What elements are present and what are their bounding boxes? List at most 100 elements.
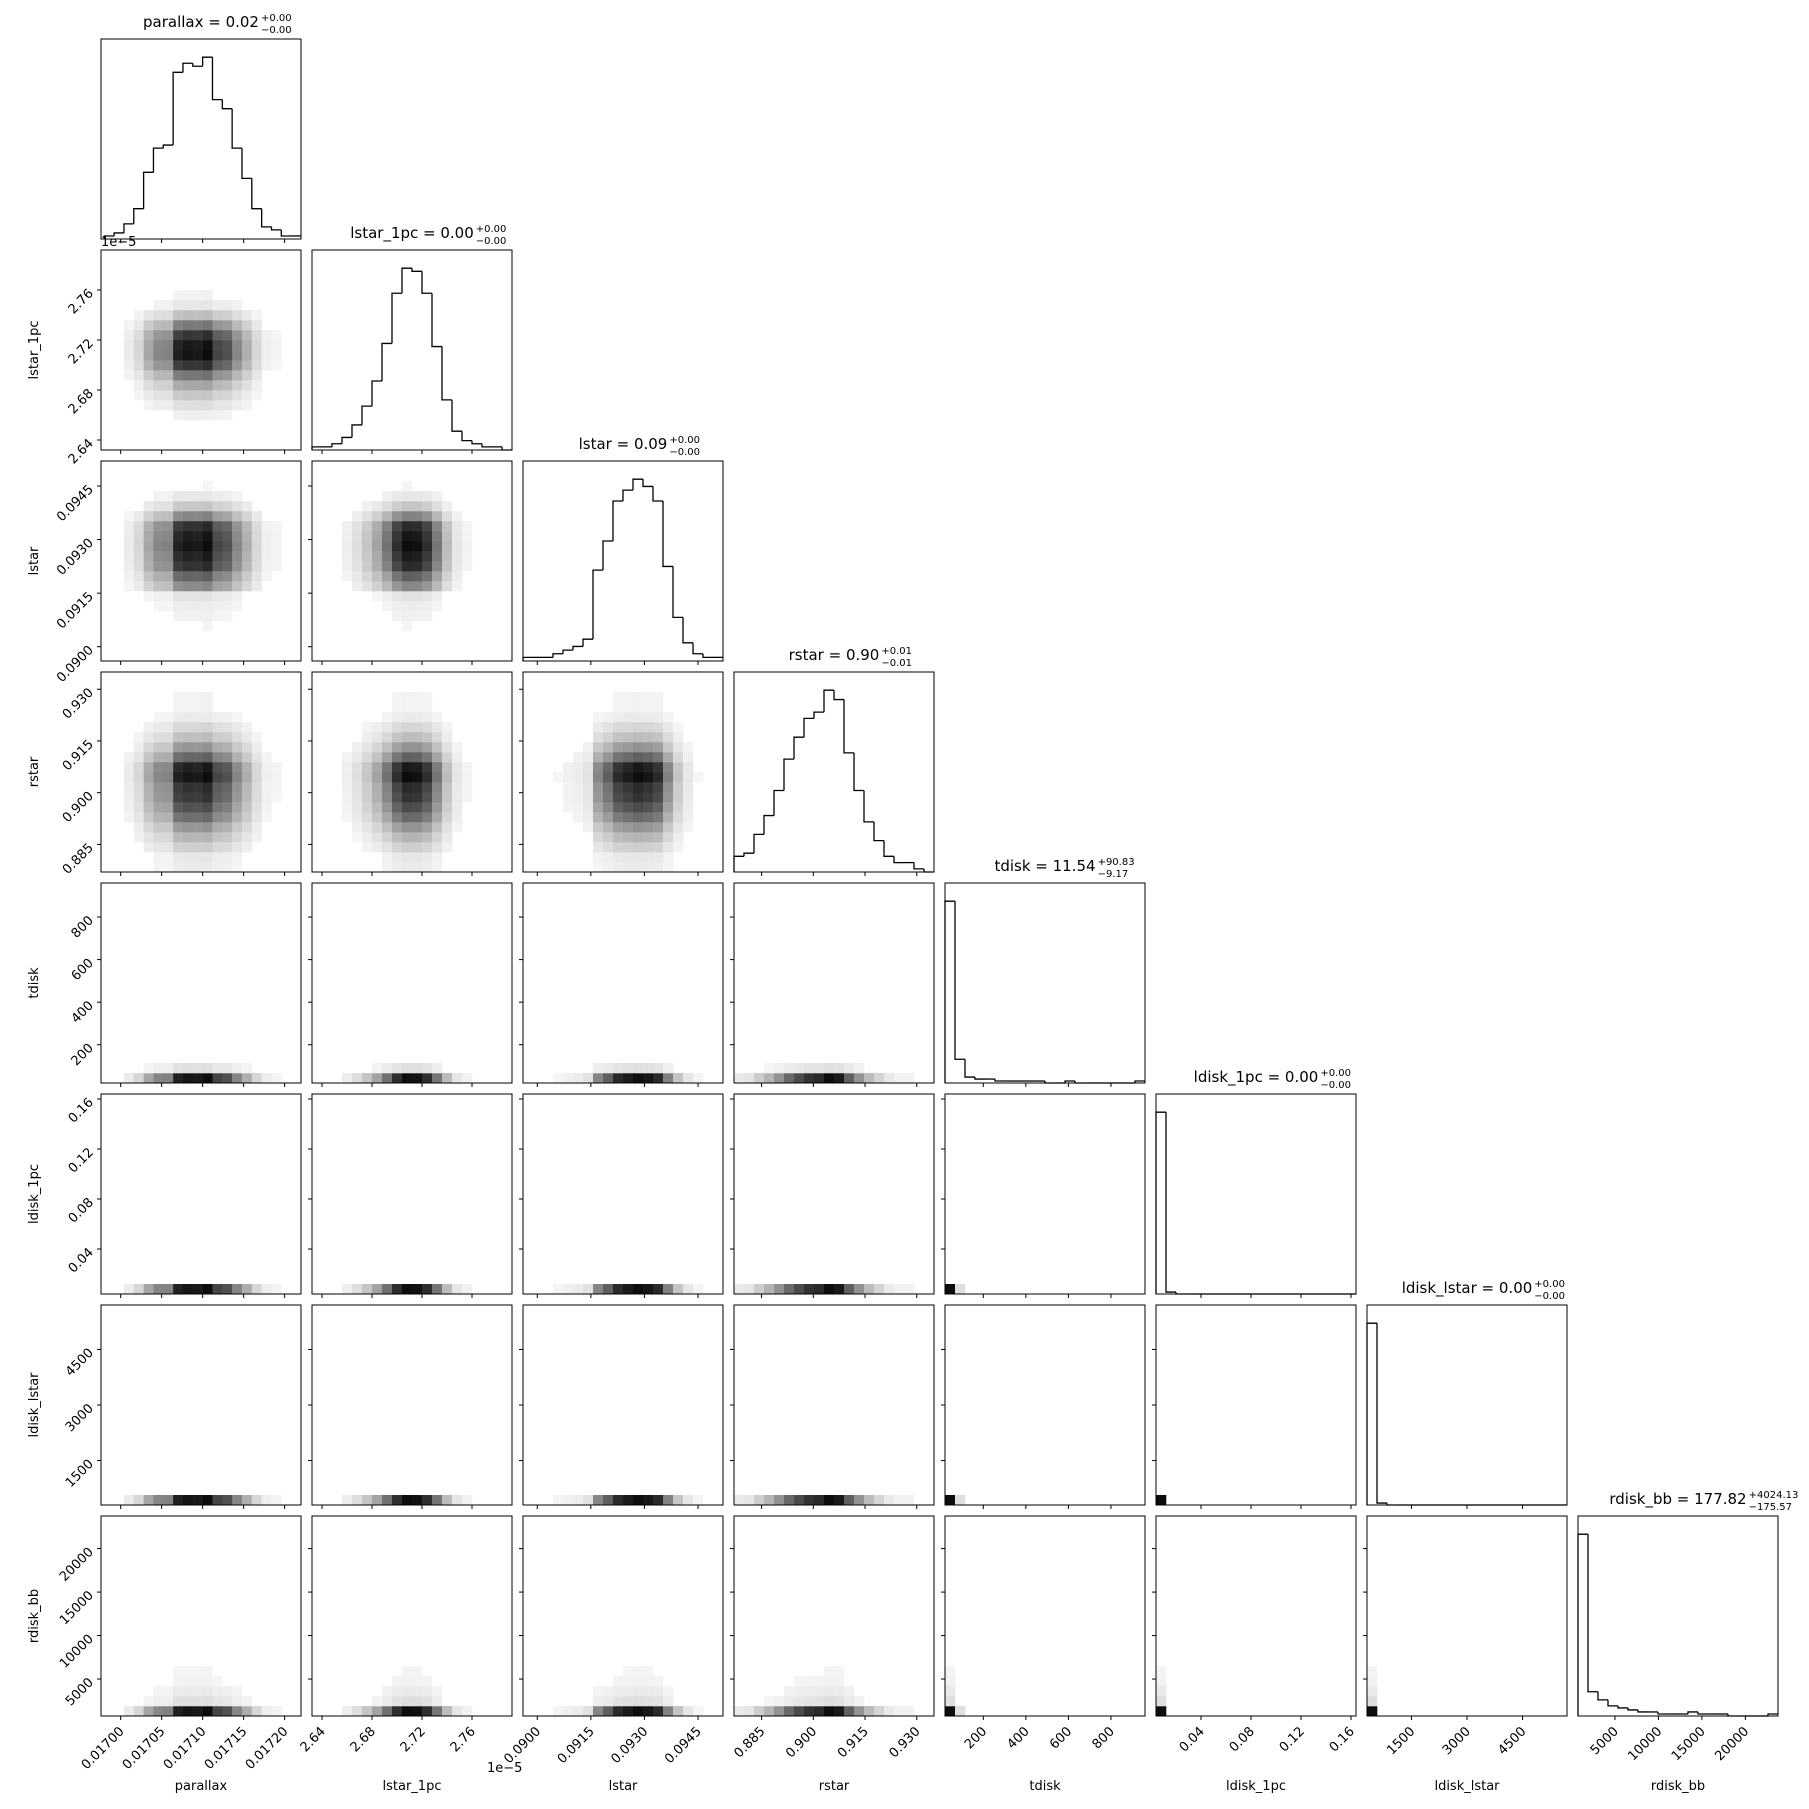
density-cell xyxy=(123,802,135,813)
density-cell xyxy=(432,601,443,612)
density-cell xyxy=(583,802,594,813)
density-cell xyxy=(402,1495,413,1506)
density-cell xyxy=(222,370,233,381)
density-cell xyxy=(653,822,664,833)
density-cell xyxy=(643,1073,654,1084)
density-cell xyxy=(352,1706,363,1717)
density-cell xyxy=(382,712,393,723)
hist-bin xyxy=(1617,1705,1628,1709)
density-cell xyxy=(844,1706,855,1717)
density-cell xyxy=(362,802,373,813)
density-cell xyxy=(402,571,413,582)
density-cell xyxy=(613,832,624,843)
density-cell xyxy=(362,722,373,733)
density-cell xyxy=(442,722,453,733)
hist-bin xyxy=(142,171,154,209)
density-cell xyxy=(153,561,164,572)
y-tick-label: 0.915 xyxy=(60,737,97,774)
density-cell xyxy=(123,1284,135,1295)
y-tick-label: 0.0915 xyxy=(54,589,97,632)
density-cell xyxy=(251,1073,262,1084)
density-cell xyxy=(173,390,184,401)
hist-bin xyxy=(331,443,342,447)
density-cell xyxy=(854,1696,865,1707)
density-cell xyxy=(163,1696,174,1707)
density-cell xyxy=(202,782,213,793)
density-cell xyxy=(945,1666,956,1677)
density-cell xyxy=(402,621,413,632)
density-cell xyxy=(123,571,135,582)
panel-frame xyxy=(311,460,513,662)
density-cell xyxy=(432,591,443,602)
density-cell xyxy=(362,551,373,562)
density-cell xyxy=(222,601,233,612)
density-cell xyxy=(232,511,243,522)
density-cell xyxy=(192,380,203,391)
hist-bin xyxy=(421,271,432,294)
hist-bin xyxy=(1607,1699,1618,1707)
density-cell xyxy=(945,1696,956,1707)
density-cell xyxy=(133,320,144,331)
density-cell xyxy=(613,852,624,863)
density-cell xyxy=(583,772,594,783)
density-cell xyxy=(573,1495,584,1506)
density-cell xyxy=(173,360,184,371)
density-cell xyxy=(232,390,243,401)
density-cell xyxy=(182,792,194,803)
hist-bin xyxy=(371,380,382,407)
density-cell xyxy=(422,732,433,743)
density-cell xyxy=(623,762,634,773)
density-cell xyxy=(402,842,413,853)
panel-title: rstar = 0.90 xyxy=(789,646,880,664)
x-tick-label: 0.930 xyxy=(887,1724,924,1761)
density-cell xyxy=(232,1706,243,1717)
density-cell xyxy=(192,400,203,411)
hist-bin xyxy=(702,653,713,659)
density-cell xyxy=(192,792,203,803)
density-cell xyxy=(212,1073,223,1084)
density-cell xyxy=(182,290,194,301)
density-cell xyxy=(222,390,233,401)
panel-title: ldisk_1pc = 0.00 xyxy=(1194,1068,1319,1087)
hist-bin xyxy=(602,540,613,571)
density-cell xyxy=(153,300,164,311)
density-cell xyxy=(212,300,223,311)
density-cell xyxy=(232,742,243,753)
title-main: rstar = 0.90 xyxy=(789,646,880,664)
density-cell xyxy=(422,491,433,502)
hist-bin xyxy=(994,1079,1005,1082)
density-cell xyxy=(342,1073,353,1084)
density-cell xyxy=(212,320,223,331)
density-cell xyxy=(232,712,243,723)
hist-bin xyxy=(341,436,352,444)
density-cell xyxy=(613,692,624,703)
density-cell xyxy=(182,842,194,853)
density-cell xyxy=(442,842,453,853)
density-cell xyxy=(673,842,684,853)
density-cell xyxy=(222,1686,233,1697)
density-cell xyxy=(643,782,654,793)
density-cell xyxy=(192,692,203,703)
density-cell xyxy=(202,501,213,512)
density-cell xyxy=(653,692,664,703)
density-cell xyxy=(182,1686,194,1697)
density-cell xyxy=(382,852,393,863)
density-cell xyxy=(1367,1676,1378,1687)
density-cell xyxy=(202,802,213,813)
density-cell xyxy=(412,702,423,713)
density-cell xyxy=(153,571,164,582)
density-cell xyxy=(623,1706,634,1717)
density-cell xyxy=(232,320,243,331)
density-cell xyxy=(202,350,213,361)
density-cell xyxy=(432,852,443,863)
density-cell xyxy=(804,1706,815,1717)
hist-bin xyxy=(1657,1711,1668,1715)
density-cell xyxy=(673,1495,684,1506)
density-cell xyxy=(633,752,644,763)
density-cell xyxy=(603,752,614,763)
density-cell xyxy=(653,1676,664,1687)
density-cell xyxy=(173,511,184,522)
x-tick-label: 2.76 xyxy=(448,1724,479,1755)
density-cell xyxy=(683,802,694,813)
density-cell xyxy=(153,320,164,331)
